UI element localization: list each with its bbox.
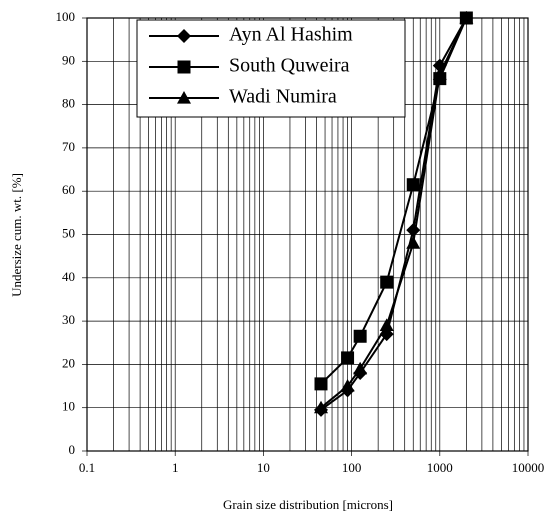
marker xyxy=(380,275,394,289)
y-axis-label: Undersize cum. wt. [%] xyxy=(9,173,24,297)
y-tick-label: 70 xyxy=(62,139,75,154)
y-tick-label: 30 xyxy=(62,312,75,327)
marker xyxy=(406,178,420,192)
y-tick-label: 10 xyxy=(62,399,75,414)
x-tick-label: 1000 xyxy=(427,460,453,475)
marker xyxy=(432,67,447,80)
y-tick-label: 100 xyxy=(56,9,76,24)
marker xyxy=(406,236,421,249)
legend-label: Ayn Al Hashim xyxy=(229,24,353,46)
x-tick-label: 1 xyxy=(172,460,179,475)
marker xyxy=(353,361,368,375)
marker xyxy=(314,400,329,414)
legend-label: South Quweira xyxy=(229,55,350,77)
marker xyxy=(340,379,355,392)
legend-label: Wadi Numira xyxy=(229,86,337,108)
marker xyxy=(341,351,355,365)
y-tick-label: 20 xyxy=(62,355,75,370)
y-tick-label: 80 xyxy=(62,96,75,111)
x-tick-label: 10 xyxy=(257,460,270,475)
marker xyxy=(177,91,191,104)
x-tick-label: 100 xyxy=(342,460,362,475)
x-tick-label: 0.1 xyxy=(79,460,95,475)
marker xyxy=(314,377,328,391)
marker xyxy=(406,223,421,238)
legend: Ayn Al Hashim South Quweira Wadi Numira xyxy=(136,19,406,118)
y-tick-label: 60 xyxy=(62,182,75,197)
marker xyxy=(177,29,191,43)
marker xyxy=(459,11,474,24)
marker xyxy=(177,60,191,74)
marker xyxy=(353,329,367,343)
x-axis-label: Grain size distribution [microns] xyxy=(223,497,393,512)
y-tick-label: 50 xyxy=(62,225,75,240)
x-tick-label: 10000 xyxy=(512,460,545,475)
y-tick-label: 0 xyxy=(69,442,76,457)
marker xyxy=(379,318,394,332)
plot-frame xyxy=(86,17,529,452)
y-tick-label: 90 xyxy=(62,52,75,67)
y-tick-label: 40 xyxy=(62,269,75,284)
